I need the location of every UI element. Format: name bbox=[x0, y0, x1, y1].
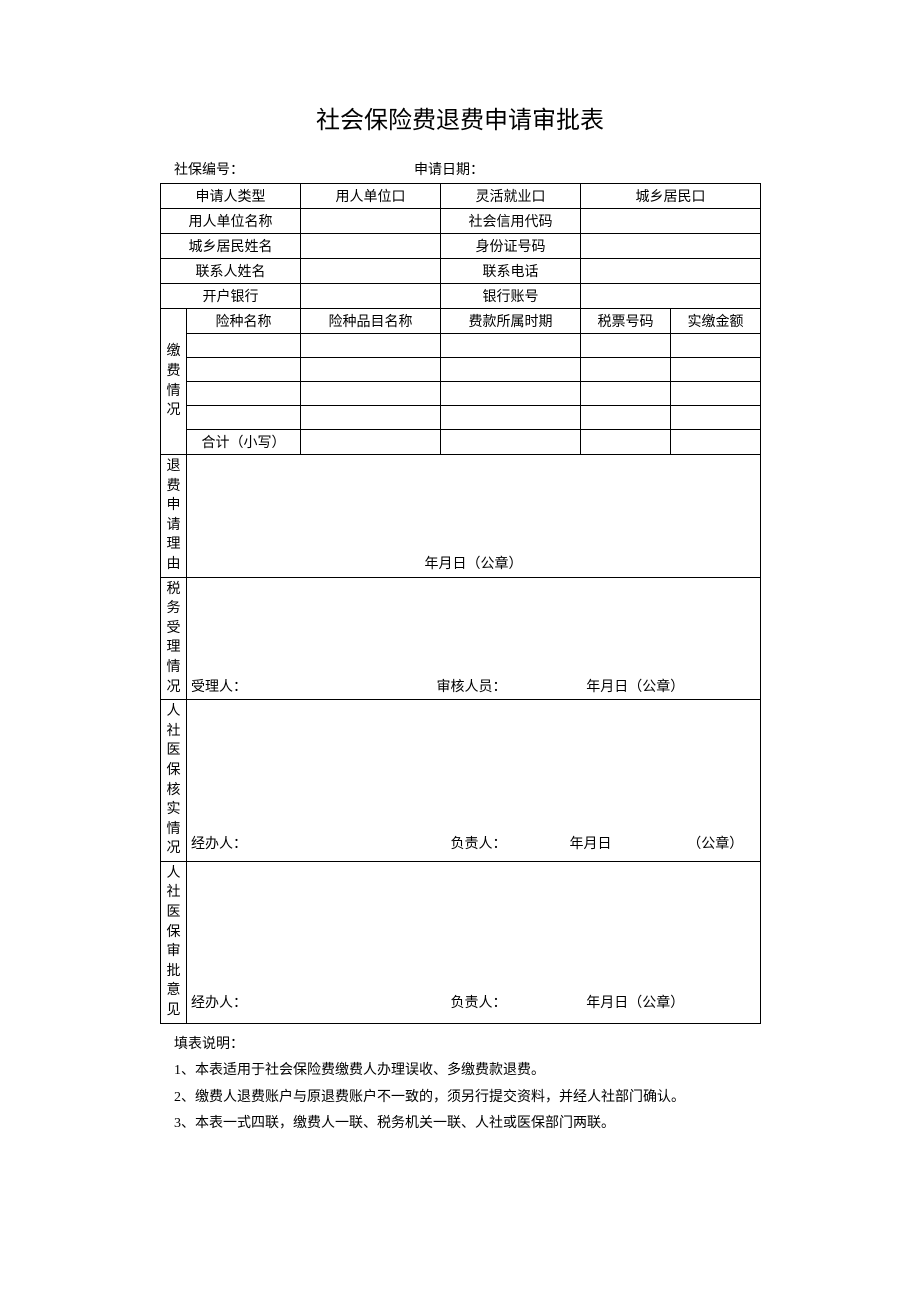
col-amount: 实缴金额 bbox=[671, 309, 761, 334]
verify-handler: 经办人： bbox=[187, 825, 371, 862]
value-resident-name bbox=[301, 234, 441, 259]
label-employer-name: 用人单位名称 bbox=[161, 209, 301, 234]
notes-section: 填表说明： 1、本表适用于社会保险费缴费人办理误收、多缴费款退费。 2、缴费人退… bbox=[160, 1032, 760, 1138]
tax-reviewer: 审核人员： bbox=[371, 672, 511, 700]
label-payment-section: 缴费情况 bbox=[161, 309, 187, 455]
verify-signer: 负责人： bbox=[371, 825, 511, 862]
label-approve: 人社医保审批意见 bbox=[161, 861, 187, 1023]
payment-row-1 bbox=[161, 334, 761, 358]
notes-line-2: 2、缴费人退费账户与原退费账户不一致的，须另行提交资料，并经人社部门确认。 bbox=[174, 1085, 760, 1112]
label-resident-name: 城乡居民姓名 bbox=[161, 234, 301, 259]
col-period: 费款所属时期 bbox=[441, 309, 581, 334]
opt-resident: 城乡居民口 bbox=[581, 184, 761, 209]
reason-body bbox=[187, 455, 761, 550]
row-tax-footer: 受理人： 审核人员： 年月日（公章） bbox=[161, 672, 761, 700]
col-tax-ticket: 税票号码 bbox=[581, 309, 671, 334]
sbno-label: 社保编号： bbox=[174, 159, 414, 179]
opt-flexible: 灵活就业口 bbox=[441, 184, 581, 209]
row-bank: 开户银行 银行账号 bbox=[161, 284, 761, 309]
row-reason-footer: 年月日（公章） bbox=[161, 549, 761, 577]
header-line: 社保编号： 申请日期： bbox=[160, 159, 760, 179]
value-id-number bbox=[581, 234, 761, 259]
tax-date: 年月日（公章） bbox=[511, 672, 761, 700]
row-verify-body: 人社医保核实情况 bbox=[161, 700, 761, 825]
label-applicant-type: 申请人类型 bbox=[161, 184, 301, 209]
col-insurance-name: 险种名称 bbox=[187, 309, 301, 334]
row-employer: 用人单位名称 社会信用代码 bbox=[161, 209, 761, 234]
apply-date-label: 申请日期： bbox=[414, 159, 746, 179]
tax-accepter: 受理人： bbox=[187, 672, 371, 700]
reason-footer: 年月日（公章） bbox=[187, 549, 761, 577]
label-reason: 退费申请理由 bbox=[161, 455, 187, 578]
payment-row-3 bbox=[161, 382, 761, 406]
tax-body bbox=[187, 577, 761, 672]
label-bank-account: 银行账号 bbox=[441, 284, 581, 309]
row-tax-body: 税务受理情况 bbox=[161, 577, 761, 672]
payment-row-2 bbox=[161, 358, 761, 382]
notes-line-1: 1、本表适用于社会保险费缴费人办理误收、多缴费款退费。 bbox=[174, 1058, 760, 1085]
value-bank-account bbox=[581, 284, 761, 309]
label-social-credit: 社会信用代码 bbox=[441, 209, 581, 234]
row-reason-body: 退费申请理由 bbox=[161, 455, 761, 550]
notes-line-3: 3、本表一式四联，缴费人一联、税务机关一联、人社或医保部门两联。 bbox=[174, 1111, 760, 1138]
label-tax: 税务受理情况 bbox=[161, 577, 187, 700]
row-verify-footer: 经办人： 负责人： 年月日 （公章） bbox=[161, 825, 761, 862]
row-approve-body: 人社医保审批意见 bbox=[161, 861, 761, 982]
approve-date: 年月日（公章） bbox=[511, 982, 761, 1023]
value-bank-name bbox=[301, 284, 441, 309]
page-title: 社会保险费退费申请审批表 bbox=[160, 100, 760, 135]
label-contact-phone: 联系电话 bbox=[441, 259, 581, 284]
value-social-credit bbox=[581, 209, 761, 234]
verify-date: 年月日 bbox=[511, 825, 671, 862]
row-payment-header: 缴费情况 险种名称 险种品目名称 费款所属时期 税票号码 实缴金额 bbox=[161, 309, 761, 334]
row-contact: 联系人姓名 联系电话 bbox=[161, 259, 761, 284]
form-table: 申请人类型 用人单位口 灵活就业口 城乡居民口 用人单位名称 社会信用代码 城乡… bbox=[160, 183, 761, 1024]
label-contact-name: 联系人姓名 bbox=[161, 259, 301, 284]
opt-employer: 用人单位口 bbox=[301, 184, 441, 209]
payment-row-4 bbox=[161, 406, 761, 430]
row-applicant-type: 申请人类型 用人单位口 灵活就业口 城乡居民口 bbox=[161, 184, 761, 209]
label-verify: 人社医保核实情况 bbox=[161, 700, 187, 862]
label-id-number: 身份证号码 bbox=[441, 234, 581, 259]
notes-heading: 填表说明： bbox=[174, 1032, 760, 1059]
approve-body bbox=[187, 861, 761, 982]
payment-total-row: 合计（小写） bbox=[161, 430, 761, 455]
verify-seal: （公章） bbox=[671, 825, 761, 862]
row-approve-footer: 经办人： 负责人： 年月日（公章） bbox=[161, 982, 761, 1023]
label-bank-name: 开户银行 bbox=[161, 284, 301, 309]
value-contact-name bbox=[301, 259, 441, 284]
value-employer-name bbox=[301, 209, 441, 234]
value-contact-phone bbox=[581, 259, 761, 284]
label-total: 合计（小写） bbox=[187, 430, 301, 455]
approve-signer: 负责人： bbox=[371, 982, 511, 1023]
row-resident: 城乡居民姓名 身份证号码 bbox=[161, 234, 761, 259]
approve-handler: 经办人： bbox=[187, 982, 371, 1023]
verify-body bbox=[187, 700, 761, 825]
col-item-name: 险种品目名称 bbox=[301, 309, 441, 334]
